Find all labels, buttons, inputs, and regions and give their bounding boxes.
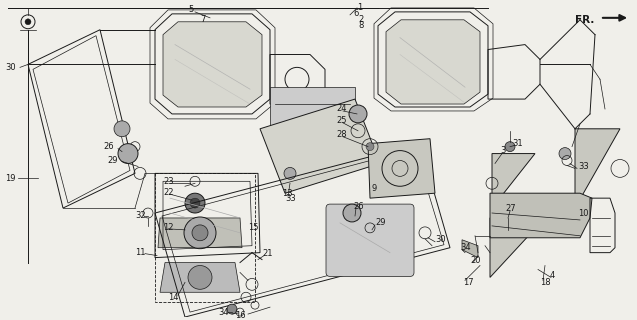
Circle shape (343, 204, 361, 222)
Text: 29: 29 (107, 156, 117, 165)
Circle shape (192, 225, 208, 241)
Text: 18: 18 (540, 278, 550, 287)
Text: 29: 29 (375, 219, 385, 228)
Polygon shape (490, 218, 545, 277)
Text: 10: 10 (578, 209, 589, 218)
Text: FR.: FR. (575, 15, 594, 25)
Text: 26: 26 (353, 202, 364, 211)
Text: 32: 32 (135, 212, 146, 220)
Text: 13: 13 (282, 189, 292, 198)
Bar (155, 173, 255, 302)
FancyBboxPatch shape (326, 204, 414, 276)
Text: 33: 33 (578, 162, 589, 171)
Circle shape (184, 217, 216, 249)
Text: 4: 4 (550, 271, 555, 280)
Circle shape (284, 167, 296, 179)
Text: 31: 31 (512, 139, 522, 148)
Text: 8: 8 (358, 21, 363, 30)
Text: 20: 20 (470, 256, 480, 265)
Polygon shape (492, 154, 535, 208)
Circle shape (25, 19, 31, 25)
Text: 15: 15 (248, 223, 259, 232)
Text: 22: 22 (163, 188, 173, 197)
Text: 3: 3 (500, 146, 505, 155)
Circle shape (505, 142, 515, 152)
Circle shape (114, 121, 130, 137)
Circle shape (227, 304, 237, 314)
Text: 27: 27 (505, 204, 515, 212)
Text: 11: 11 (135, 248, 145, 257)
Polygon shape (462, 240, 478, 258)
Circle shape (190, 198, 200, 208)
Polygon shape (386, 20, 480, 104)
Circle shape (503, 208, 513, 218)
Polygon shape (575, 129, 620, 208)
Polygon shape (270, 87, 355, 129)
Text: 34: 34 (460, 243, 471, 252)
Polygon shape (163, 22, 262, 107)
Text: 19: 19 (5, 174, 15, 183)
Circle shape (185, 193, 205, 213)
Polygon shape (368, 139, 435, 198)
Polygon shape (490, 193, 592, 238)
Text: 16: 16 (235, 310, 246, 320)
Circle shape (188, 266, 212, 289)
Text: 9: 9 (372, 184, 377, 193)
Text: 34: 34 (218, 308, 229, 316)
Polygon shape (260, 99, 380, 193)
Text: 26: 26 (103, 142, 113, 151)
Text: 23: 23 (163, 177, 174, 186)
Text: 6: 6 (353, 9, 359, 18)
Text: 28: 28 (336, 130, 347, 139)
Text: 17: 17 (463, 278, 474, 287)
Text: 21: 21 (262, 249, 273, 258)
Text: 7: 7 (200, 15, 205, 24)
Text: 14: 14 (168, 293, 178, 302)
Circle shape (366, 143, 374, 151)
Circle shape (349, 105, 367, 123)
Text: 24: 24 (336, 105, 347, 114)
Text: 30: 30 (5, 63, 16, 72)
Text: 33: 33 (285, 194, 296, 203)
Text: 2: 2 (358, 15, 363, 24)
Circle shape (559, 148, 571, 159)
Text: 25: 25 (336, 116, 347, 125)
Circle shape (118, 144, 138, 164)
Text: 5: 5 (188, 5, 193, 14)
Polygon shape (160, 262, 240, 292)
Polygon shape (158, 218, 242, 248)
Text: 12: 12 (163, 223, 173, 232)
Text: 30: 30 (435, 235, 446, 244)
Text: 1: 1 (357, 4, 362, 12)
